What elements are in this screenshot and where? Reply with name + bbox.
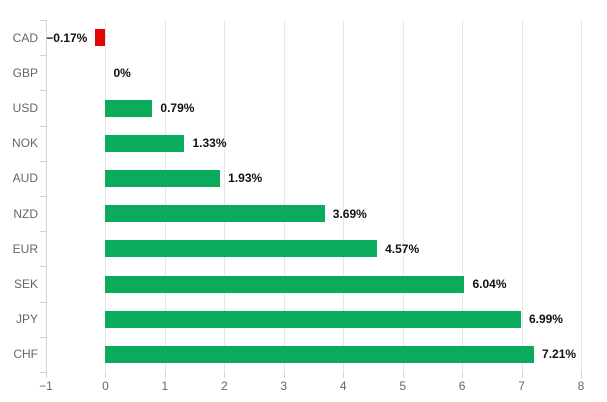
bar-eur[interactable] bbox=[105, 240, 378, 257]
x-tick-label: 8 bbox=[577, 379, 585, 393]
category-label-gbp: GBP bbox=[12, 66, 38, 80]
y-axis-tick bbox=[40, 337, 46, 338]
bar-nok[interactable] bbox=[105, 135, 185, 152]
gridline bbox=[462, 20, 464, 372]
y-axis-tick bbox=[40, 161, 46, 162]
category-label-nzd: NZD bbox=[13, 207, 38, 221]
y-axis-tick bbox=[40, 55, 46, 56]
x-axis-tick bbox=[164, 372, 166, 378]
x-tick-label: 5 bbox=[399, 379, 406, 393]
x-axis-tick bbox=[343, 372, 345, 378]
gridline bbox=[402, 20, 404, 372]
value-label-jpy: 6.99% bbox=[528, 312, 563, 326]
gridline bbox=[105, 20, 107, 372]
value-label-usd: 0.79% bbox=[160, 101, 195, 115]
value-label-eur: 4.57% bbox=[385, 242, 420, 256]
value-label-gbp: 0% bbox=[113, 66, 131, 80]
x-tick-label: 1 bbox=[161, 379, 169, 393]
x-axis-tick bbox=[105, 372, 107, 378]
y-axis-line bbox=[46, 20, 47, 372]
category-label-chf: CHF bbox=[13, 347, 38, 361]
gridline bbox=[164, 20, 166, 372]
x-tick-label: 6 bbox=[458, 379, 466, 393]
y-axis-tick bbox=[40, 266, 46, 267]
bar-aud[interactable] bbox=[105, 170, 221, 187]
bar-nzd[interactable] bbox=[105, 205, 325, 222]
gridline bbox=[283, 20, 285, 372]
value-label-sek: 6.04% bbox=[472, 277, 507, 291]
y-axis-tick bbox=[40, 372, 46, 373]
x-axis-tick bbox=[402, 372, 404, 378]
x-axis-tick bbox=[521, 372, 523, 378]
value-label-nzd: 3.69% bbox=[332, 207, 367, 221]
x-axis-tick bbox=[581, 372, 582, 378]
bar-usd[interactable] bbox=[105, 100, 153, 117]
gridline bbox=[521, 20, 523, 372]
bar-chf[interactable] bbox=[105, 346, 535, 363]
category-label-cad: CAD bbox=[12, 31, 38, 45]
x-axis-tick bbox=[224, 372, 226, 378]
y-axis-tick bbox=[40, 126, 46, 127]
x-tick-label: 7 bbox=[518, 379, 525, 393]
x-tick-label: −1 bbox=[39, 379, 53, 393]
category-label-usd: USD bbox=[12, 101, 38, 115]
y-axis-tick bbox=[40, 90, 46, 91]
x-axis-tick bbox=[46, 372, 47, 378]
category-label-aud: AUD bbox=[12, 171, 38, 185]
y-axis-tick bbox=[40, 196, 46, 197]
x-axis-tick bbox=[462, 372, 464, 378]
category-label-eur: EUR bbox=[12, 242, 38, 256]
gridline bbox=[343, 20, 345, 372]
y-axis-tick bbox=[40, 231, 46, 232]
gridline bbox=[581, 20, 582, 372]
x-tick-label: 3 bbox=[280, 379, 288, 393]
y-axis-tick bbox=[40, 20, 46, 21]
value-label-nok: 1.33% bbox=[192, 136, 227, 150]
category-label-sek: SEK bbox=[13, 277, 38, 291]
bar-sek[interactable] bbox=[105, 276, 465, 293]
y-axis-tick bbox=[40, 302, 46, 303]
x-tick-label: 4 bbox=[339, 379, 347, 393]
value-label-aud: 1.93% bbox=[228, 171, 263, 185]
x-axis-tick bbox=[283, 372, 285, 378]
gridline bbox=[224, 20, 226, 372]
bar-jpy[interactable] bbox=[105, 311, 521, 328]
value-label-cad: −0.17% bbox=[46, 31, 88, 45]
x-tick-label: 0 bbox=[102, 379, 109, 393]
bar-cad[interactable] bbox=[95, 29, 106, 46]
x-tick-label: 2 bbox=[220, 379, 228, 393]
value-label-chf: 7.21% bbox=[542, 347, 577, 361]
category-label-nok: NOK bbox=[11, 136, 38, 150]
category-label-jpy: JPY bbox=[15, 312, 38, 326]
